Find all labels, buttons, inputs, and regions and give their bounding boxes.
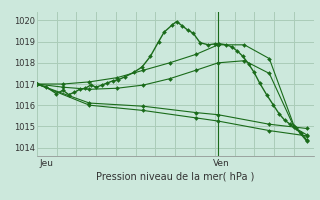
- X-axis label: Pression niveau de la mer( hPa ): Pression niveau de la mer( hPa ): [96, 172, 254, 182]
